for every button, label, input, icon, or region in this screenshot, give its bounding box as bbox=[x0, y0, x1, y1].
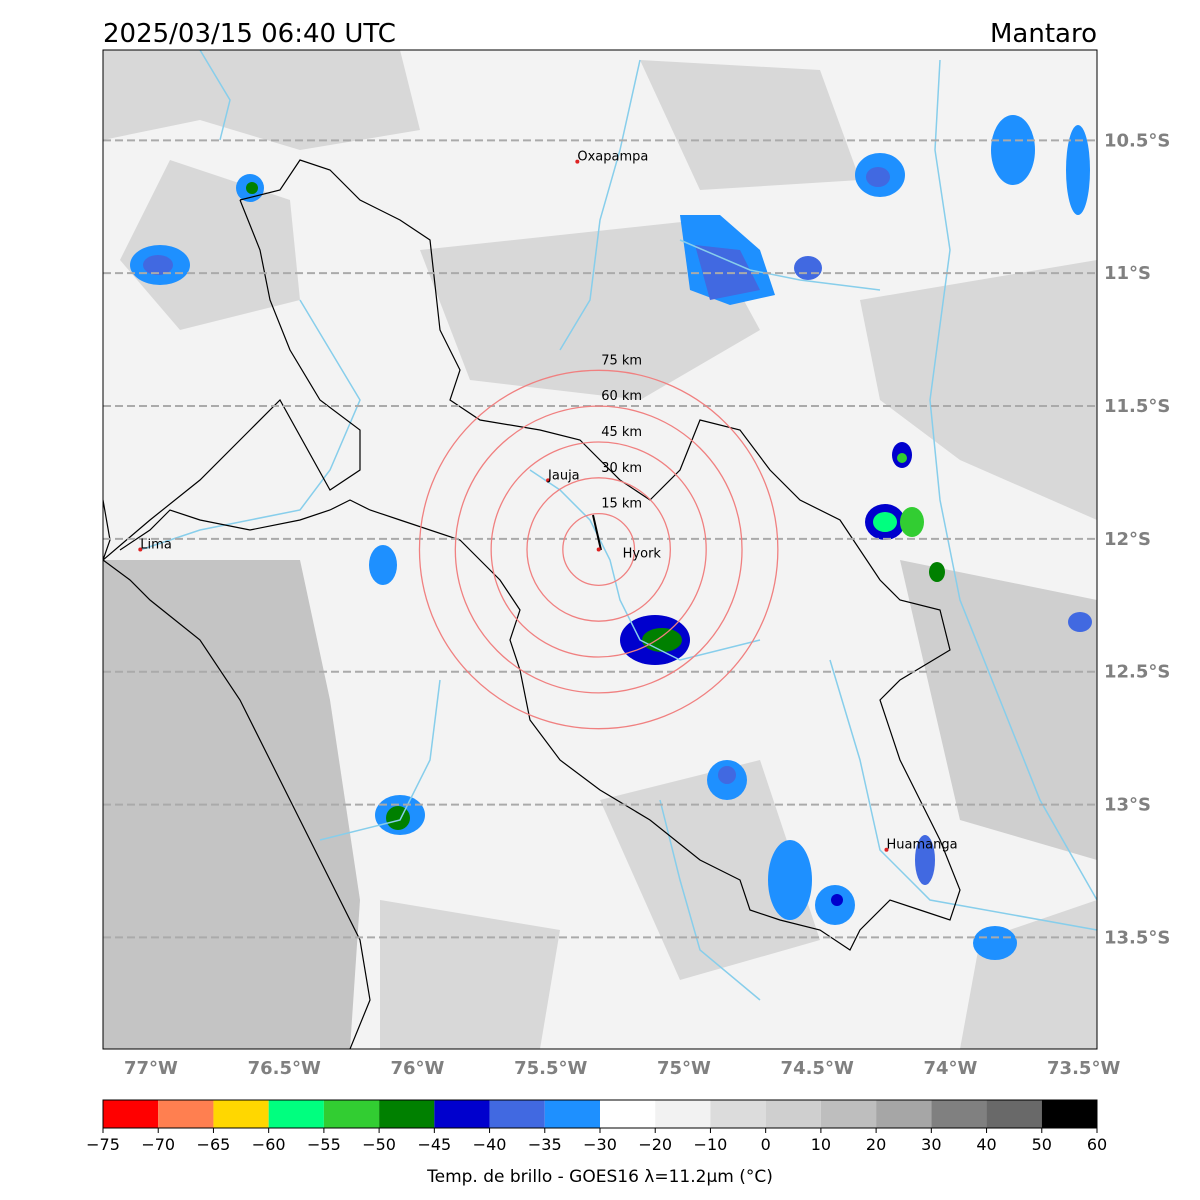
colorbar-bin bbox=[379, 1100, 435, 1128]
city-label: Hyork bbox=[623, 547, 662, 562]
colorbar-bin bbox=[931, 1100, 987, 1128]
colorbar-tick-label: 60 bbox=[1087, 1135, 1107, 1154]
colorbar: −75 −70 −65 −60 −55 −50 −45 −40 −35 −30 −20 −10 0 10 2… bbox=[86, 1099, 1107, 1187]
range-ring bbox=[490, 441, 707, 658]
colorbar-tick-label: −30 bbox=[583, 1135, 617, 1154]
colorbar-bin bbox=[158, 1100, 214, 1128]
colorbar-tick-label: 40 bbox=[976, 1135, 996, 1154]
rivers bbox=[139, 50, 1097, 1001]
city-label: Huamanga bbox=[886, 838, 957, 853]
colorbar-tick-label: −10 bbox=[694, 1135, 728, 1154]
lat-label: 12°S bbox=[1104, 529, 1151, 550]
colorbar-tick-label: −75 bbox=[86, 1135, 120, 1154]
ring-label: 30 km bbox=[601, 461, 642, 476]
colorbar-bin bbox=[765, 1100, 821, 1128]
colorbar-bin bbox=[600, 1100, 656, 1128]
colorbar-bin bbox=[544, 1100, 600, 1128]
range-ring bbox=[562, 513, 636, 586]
colorbar-tick-label: 20 bbox=[866, 1135, 886, 1154]
lon-label: 77°W bbox=[124, 1058, 178, 1079]
colorbar-bin bbox=[323, 1100, 380, 1128]
city-dot bbox=[575, 159, 580, 164]
city-label: Oxapampa bbox=[577, 150, 648, 165]
lat-label: 11°S bbox=[1104, 263, 1151, 284]
colorbar-tick-label: 10 bbox=[811, 1135, 831, 1154]
colorbar-bin bbox=[268, 1100, 324, 1128]
city-label: Jauja bbox=[547, 468, 580, 483]
colorbar-tick-label: −65 bbox=[197, 1135, 231, 1154]
range-ring bbox=[454, 405, 743, 694]
lon-label: 74°W bbox=[923, 1058, 977, 1079]
lon-label: 75°W bbox=[657, 1058, 711, 1079]
colorbar-label: Temp. de brillo - GOES16 λ=11.2μm (°C) bbox=[426, 1167, 773, 1187]
ring-label: 60 km bbox=[601, 389, 642, 404]
lon-label: 74.5°W bbox=[781, 1058, 854, 1079]
map-area: 15 km 30 km 45 km 60 km 75 km Oxapampa Jauja L… bbox=[103, 50, 1097, 1049]
colorbar-bin bbox=[1041, 1100, 1097, 1128]
lon-label: 76°W bbox=[391, 1058, 445, 1079]
ring-label: 45 km bbox=[601, 425, 642, 440]
axis-labels: 10.5°S 11°S 11.5°S 12°S 12.5°S 13°S 13.5°S 77°W… bbox=[124, 130, 1170, 1079]
cloud-field bbox=[103, 50, 1097, 1049]
lat-label: 13.5°S bbox=[1104, 927, 1170, 948]
lat-label: 10.5°S bbox=[1104, 130, 1170, 151]
radar-beam bbox=[592, 514, 602, 551]
colorbar-tick-label: −55 bbox=[307, 1135, 341, 1154]
colorbar-tick-label: 50 bbox=[1032, 1135, 1052, 1154]
ring-label: 15 km bbox=[601, 497, 642, 512]
colorbar-tick-label: −70 bbox=[141, 1135, 175, 1154]
range-ring bbox=[418, 369, 779, 730]
colorbar-tick-label: −35 bbox=[528, 1135, 562, 1154]
map-frame bbox=[102, 49, 1098, 1050]
colorbar-tick-label: 0 bbox=[761, 1135, 771, 1154]
city-dot bbox=[884, 847, 889, 852]
city-dot bbox=[596, 547, 601, 552]
colorbar-tick-label: −45 bbox=[417, 1135, 451, 1154]
range-rings: 15 km 30 km 45 km 60 km 75 km bbox=[418, 353, 779, 730]
colorbar-bin bbox=[213, 1100, 269, 1128]
range-ring bbox=[526, 477, 671, 622]
colorbar-bin bbox=[489, 1100, 545, 1128]
colorbar-bin bbox=[710, 1100, 766, 1128]
colorbar-tick-label: −50 bbox=[362, 1135, 396, 1154]
colorbar-bin bbox=[820, 1100, 877, 1128]
lon-label: 75.5°W bbox=[514, 1058, 587, 1079]
colorbar-tick-label: 30 bbox=[921, 1135, 941, 1154]
colorbar-bin bbox=[876, 1100, 932, 1128]
colorbar-bin bbox=[103, 1100, 159, 1128]
colorbar-tick-label: −60 bbox=[252, 1135, 286, 1154]
cities: Oxapampa Jauja Lima Hyork Huamanga bbox=[138, 150, 958, 853]
region-name: Mantaro bbox=[990, 19, 1097, 49]
colorbar-tick-label: −40 bbox=[473, 1135, 507, 1154]
colorbar-tick-label: −20 bbox=[638, 1135, 672, 1154]
lat-label: 11.5°S bbox=[1104, 396, 1170, 417]
borders bbox=[103, 159, 961, 1049]
city-dot bbox=[138, 547, 143, 552]
city-dot bbox=[546, 478, 551, 483]
colorbar-bin bbox=[434, 1100, 490, 1128]
lon-label: 73.5°W bbox=[1047, 1058, 1120, 1079]
lon-label: 76.5°W bbox=[248, 1058, 321, 1079]
ring-label: 75 km bbox=[601, 353, 642, 368]
lat-label: 12.5°S bbox=[1104, 662, 1170, 683]
title: 2025/03/15 06:40 UTC bbox=[103, 19, 396, 49]
city-label: Lima bbox=[140, 538, 171, 553]
colorbar-bin bbox=[655, 1100, 711, 1128]
cold-cloud-tops bbox=[130, 115, 1092, 960]
lat-label: 13°S bbox=[1104, 795, 1151, 816]
colorbar-bin bbox=[986, 1100, 1042, 1128]
